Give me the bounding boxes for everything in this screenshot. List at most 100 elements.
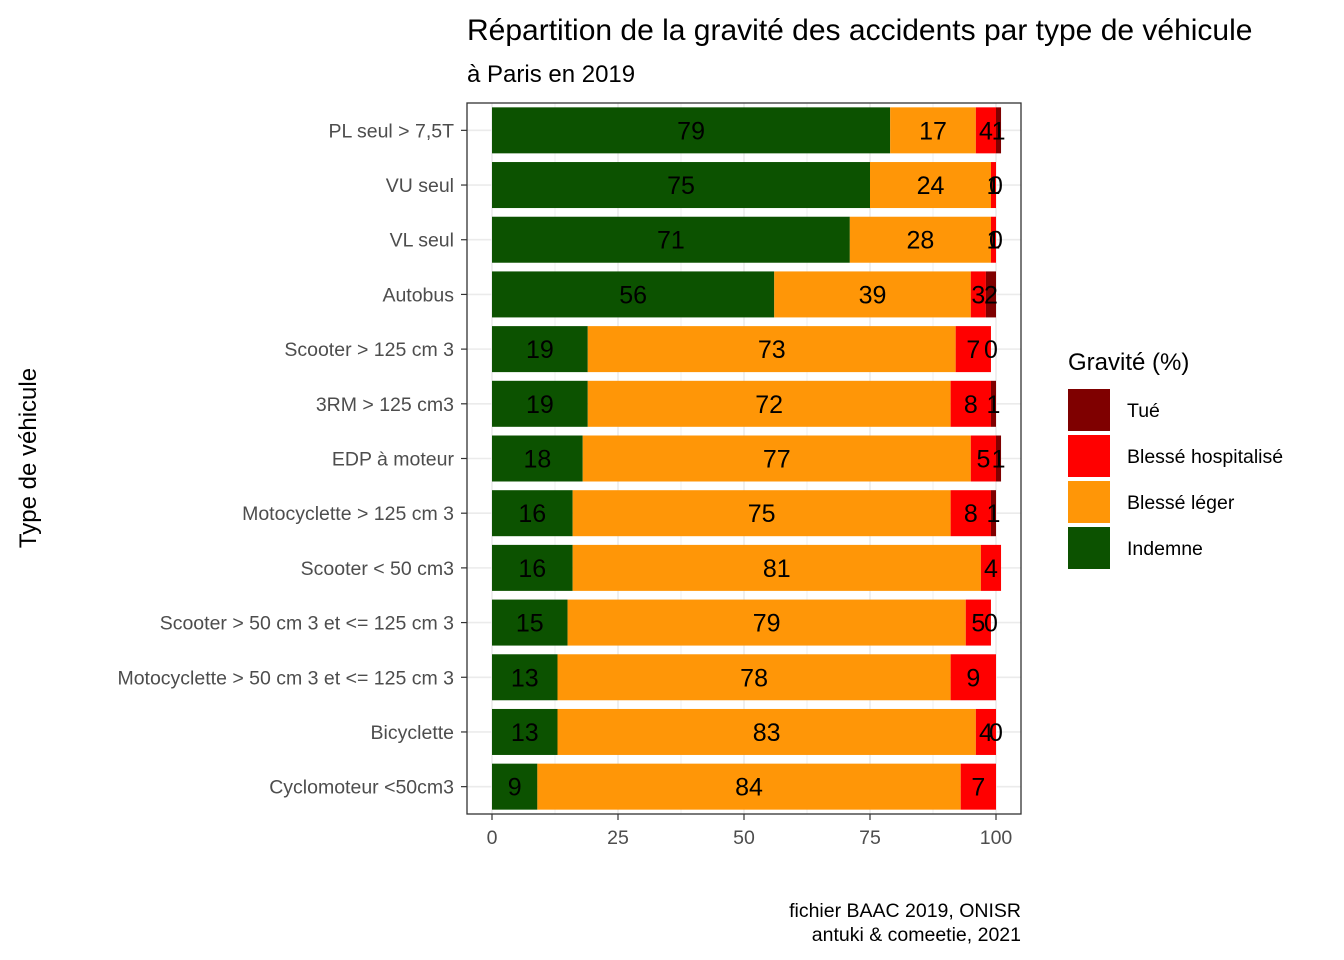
bar-segment bbox=[950, 654, 996, 701]
legend-key bbox=[1068, 435, 1110, 477]
bar-segment bbox=[955, 326, 991, 373]
bar-segment bbox=[492, 107, 891, 154]
bar-segment bbox=[996, 435, 1002, 482]
y-axis-title: Type de véhicule bbox=[15, 368, 42, 548]
legend-key bbox=[1068, 389, 1110, 431]
bar-segment bbox=[960, 763, 996, 810]
legend-key bbox=[1068, 527, 1110, 569]
bar-segment bbox=[870, 162, 991, 209]
bar-segment bbox=[970, 271, 986, 318]
bars bbox=[492, 107, 1002, 810]
bar-segment bbox=[985, 271, 996, 318]
bar-label: 2 bbox=[984, 281, 998, 309]
bar-label: 0 bbox=[989, 172, 1003, 200]
y-tick-label: EDP à moteur bbox=[332, 449, 455, 471]
bar-label: 19 bbox=[526, 336, 554, 364]
bar-label: 7 bbox=[966, 336, 980, 364]
bar-segment bbox=[492, 708, 558, 755]
bar-segment bbox=[492, 271, 775, 318]
bar-segment bbox=[587, 380, 951, 427]
bar-label: 7 bbox=[971, 774, 985, 802]
bar-label: 0 bbox=[989, 719, 1003, 747]
bar-label: 5 bbox=[971, 610, 985, 638]
bar-label: 8 bbox=[964, 391, 978, 419]
y-tick-label: Bicyclette bbox=[371, 722, 454, 744]
bar-segment bbox=[950, 380, 991, 427]
bar-label: 4 bbox=[984, 555, 998, 583]
bar-label: 13 bbox=[511, 664, 539, 692]
bar-segment bbox=[890, 107, 976, 154]
bar-segment bbox=[587, 326, 956, 373]
bar-label: 28 bbox=[906, 227, 934, 255]
bar-label: 4 bbox=[979, 117, 993, 145]
bar-label: 73 bbox=[758, 336, 786, 364]
bar-segment bbox=[492, 326, 588, 373]
bar-label: 15 bbox=[516, 610, 544, 638]
legend-items: Tué Blessé hospitalisé Blessé léger Indemne bbox=[1068, 389, 1283, 569]
y-tick-label: Motocyclette > 50 cm 3 et <= 125 cm 3 bbox=[117, 667, 454, 689]
bar-segment bbox=[965, 599, 991, 646]
x-tick-label: 50 bbox=[733, 827, 755, 849]
y-tick-label: Scooter > 50 cm 3 et <= 125 cm 3 bbox=[160, 613, 454, 635]
legend-key bbox=[1068, 481, 1110, 523]
x-tick-label: 0 bbox=[487, 827, 498, 849]
bar-label: 17 bbox=[919, 117, 947, 145]
bar-segment bbox=[492, 490, 573, 537]
bar-label: 16 bbox=[518, 555, 546, 583]
bar-segment bbox=[950, 490, 991, 537]
legend: Gravité (%) Tué Blessé hospitalisé Blessé … bbox=[1068, 349, 1283, 569]
bar-label: 71 bbox=[657, 227, 685, 255]
y-axis: PL seul > 7,5T VU seul VL seul Autobus Scoot… bbox=[117, 120, 467, 799]
bar-segment bbox=[567, 599, 966, 646]
bar-segment bbox=[492, 763, 538, 810]
bar-label: 83 bbox=[753, 719, 781, 747]
bar-segment bbox=[990, 162, 996, 209]
bar-label: 4 bbox=[979, 719, 993, 747]
bar-segment bbox=[990, 490, 996, 537]
bar-label: 79 bbox=[753, 610, 781, 638]
bar-label: 24 bbox=[917, 172, 945, 200]
bar-segment bbox=[492, 162, 870, 209]
y-tick-label: VU seul bbox=[386, 175, 454, 197]
bar-label: 1 bbox=[987, 500, 1001, 528]
bar-label: 16 bbox=[518, 500, 546, 528]
bar-label: 56 bbox=[619, 281, 647, 309]
bar-label: 81 bbox=[763, 555, 791, 583]
bar-segment bbox=[492, 380, 588, 427]
y-tick-label: Scooter > 125 cm 3 bbox=[284, 339, 454, 361]
bar-label: 9 bbox=[966, 664, 980, 692]
bar-segment bbox=[990, 216, 996, 263]
bar-label: 13 bbox=[511, 719, 539, 747]
bar-label: 79 bbox=[677, 117, 705, 145]
bar-label: 1 bbox=[992, 446, 1006, 474]
bar-segment bbox=[557, 654, 951, 701]
bar-segment bbox=[572, 544, 981, 591]
bar-segment bbox=[970, 435, 996, 482]
x-tick-label: 25 bbox=[607, 827, 629, 849]
bar-label: 1 bbox=[987, 227, 1001, 255]
y-tick-label: PL seul > 7,5T bbox=[328, 120, 454, 142]
bar-segment bbox=[975, 708, 996, 755]
bar-label: 78 bbox=[740, 664, 768, 692]
bar-label: 8 bbox=[964, 500, 978, 528]
bar-label: 1 bbox=[987, 391, 1001, 419]
bar-segment bbox=[774, 271, 971, 318]
bar-segment bbox=[537, 763, 961, 810]
bar-label: 3 bbox=[971, 281, 985, 309]
bar-segment bbox=[975, 107, 996, 154]
y-tick-label: 3RM > 125 cm3 bbox=[316, 394, 454, 416]
bar-label: 1 bbox=[987, 172, 1001, 200]
y-tick-label: Autobus bbox=[382, 284, 454, 306]
legend-label: Blessé léger bbox=[1127, 492, 1235, 514]
bar-segment bbox=[492, 435, 583, 482]
bar-label: 75 bbox=[748, 500, 776, 528]
bar-label: 0 bbox=[989, 227, 1003, 255]
y-tick-label: VL seul bbox=[390, 230, 454, 252]
bar-label: 39 bbox=[859, 281, 887, 309]
bar-label: 0 bbox=[984, 610, 998, 638]
bar-label: 0 bbox=[984, 336, 998, 364]
bar-segment bbox=[582, 435, 971, 482]
bar-label: 84 bbox=[735, 774, 763, 802]
